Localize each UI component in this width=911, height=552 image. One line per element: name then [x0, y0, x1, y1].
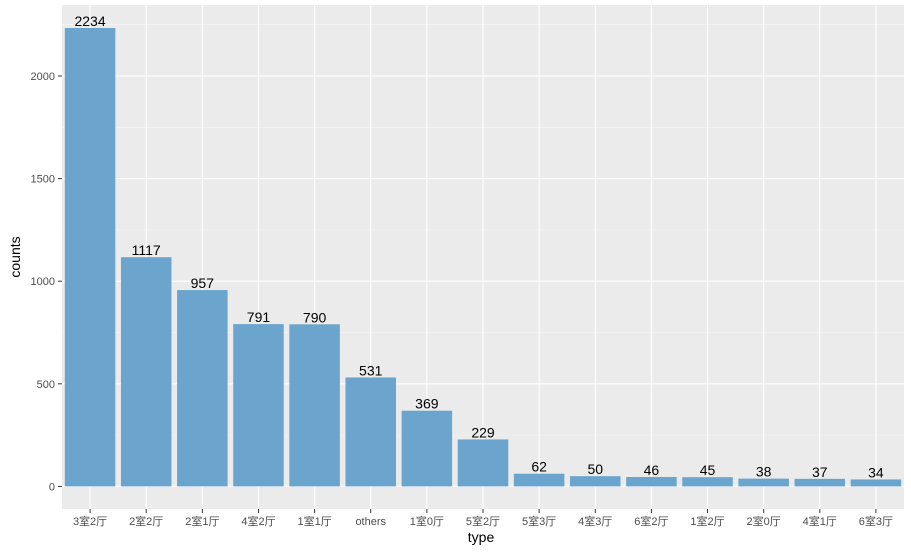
bar-value-label: 38 — [756, 464, 772, 480]
bar-value-label: 50 — [587, 461, 603, 477]
bar-value-label: 790 — [303, 309, 327, 325]
bar-value-label: 2234 — [74, 13, 105, 29]
bar-value-label: 369 — [415, 396, 439, 412]
y-tick-label: 500 — [37, 379, 55, 391]
x-tick-label: 5室3厅 — [522, 514, 556, 528]
x-tick-label: 1室1厅 — [297, 514, 331, 528]
y-tick-label: 0 — [49, 481, 55, 493]
x-axis: 3室2厅 2室2厅 2室1厅 4室2厅 1室1厅 others 1室0厅 5室2厅 5室3厅 4室… — [73, 509, 893, 528]
bar-value-label: 37 — [812, 464, 828, 480]
bar — [794, 478, 846, 487]
y-axis: 0 500 1000 1500 2000 — [31, 71, 62, 493]
y-tick-label: 2000 — [31, 71, 55, 83]
data-labels: 2234 1117 957 791 790 531 369 229 62 50 46 45 38 37 34 — [74, 13, 883, 480]
bar-value-label: 791 — [247, 309, 271, 325]
bar — [120, 257, 172, 487]
x-axis-title: type — [468, 529, 495, 545]
x-tick-label: 4室3厅 — [578, 514, 612, 528]
bar — [738, 478, 789, 487]
bar — [457, 439, 509, 487]
bar-value-label: 62 — [531, 459, 547, 475]
bar-value-label: 34 — [868, 464, 884, 480]
y-tick-label: 1500 — [31, 174, 55, 186]
bar — [345, 377, 396, 487]
x-tick-label: 3室2厅 — [73, 514, 107, 528]
x-tick-label: 4室1厅 — [803, 514, 837, 528]
x-tick-label: 6室3厅 — [859, 514, 893, 528]
x-tick-label: 1室2厅 — [690, 514, 724, 528]
bar — [64, 27, 116, 487]
bar — [401, 410, 453, 487]
x-tick-label: others — [355, 516, 386, 528]
bar — [513, 473, 565, 487]
y-axis-title: counts — [7, 236, 23, 277]
x-tick-label: 2室2厅 — [129, 514, 163, 528]
x-tick-label: 2室0厅 — [747, 514, 781, 528]
bars — [64, 27, 902, 487]
bar — [682, 477, 733, 487]
bar-value-label: 1117 — [132, 242, 161, 258]
bar — [233, 324, 284, 487]
bar-value-label: 531 — [359, 362, 383, 378]
x-tick-label: 1室0厅 — [410, 514, 444, 528]
x-tick-label: 4室2厅 — [241, 514, 275, 528]
bar-value-label: 46 — [644, 462, 660, 478]
x-tick-label: 5室2厅 — [466, 514, 500, 528]
bar-value-label: 45 — [700, 462, 716, 478]
bar — [570, 476, 621, 487]
x-tick-label: 2室1厅 — [185, 514, 219, 528]
bar-value-label: 957 — [191, 275, 215, 291]
bar — [850, 479, 902, 487]
bar — [289, 324, 340, 487]
bar — [626, 476, 677, 487]
y-tick-label: 1000 — [31, 276, 55, 288]
bar-value-label: 229 — [471, 424, 495, 440]
bar — [177, 290, 228, 487]
x-tick-label: 6室2厅 — [634, 514, 668, 528]
